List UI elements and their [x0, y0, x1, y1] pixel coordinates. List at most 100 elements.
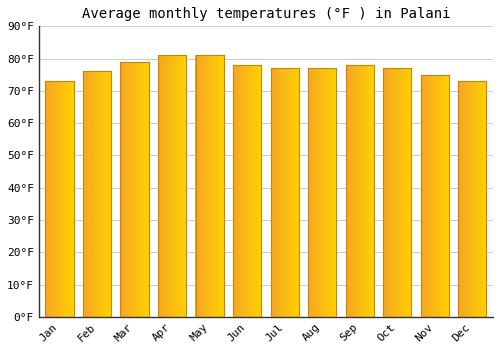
Bar [279, 68, 280, 317]
Bar [71, 81, 72, 317]
Bar [322, 68, 324, 317]
Bar [172, 55, 173, 317]
Bar [200, 55, 201, 317]
Bar [318, 68, 319, 317]
Bar [238, 65, 240, 317]
Bar [221, 55, 222, 317]
Bar [277, 68, 278, 317]
Bar [384, 68, 385, 317]
Bar [104, 71, 105, 317]
Bar [459, 81, 460, 317]
Bar [352, 65, 354, 317]
Bar [246, 65, 248, 317]
Bar [83, 71, 84, 317]
Bar [244, 65, 246, 317]
Bar [252, 65, 254, 317]
Bar [212, 55, 213, 317]
Bar [214, 55, 215, 317]
Bar [131, 62, 132, 317]
Bar [359, 65, 360, 317]
Bar [125, 62, 126, 317]
Bar [128, 62, 129, 317]
Bar [425, 75, 426, 317]
Bar [101, 71, 102, 317]
Bar [313, 68, 314, 317]
Bar [250, 65, 251, 317]
Bar [124, 62, 125, 317]
Bar [410, 68, 411, 317]
Bar [443, 75, 444, 317]
Bar [180, 55, 181, 317]
Bar [142, 62, 143, 317]
Bar [284, 68, 286, 317]
Bar [271, 68, 272, 317]
Bar [274, 68, 275, 317]
Bar [289, 68, 290, 317]
Bar [240, 65, 241, 317]
Bar [462, 81, 463, 317]
Bar [183, 55, 184, 317]
Bar [355, 65, 356, 317]
Bar [54, 81, 56, 317]
Bar [322, 68, 323, 317]
Bar [428, 75, 430, 317]
Bar [110, 71, 111, 317]
Bar [370, 65, 371, 317]
Bar [349, 65, 350, 317]
Bar [298, 68, 299, 317]
Bar [169, 55, 170, 317]
Bar [208, 55, 209, 317]
Bar [290, 68, 291, 317]
Bar [133, 62, 134, 317]
Bar [427, 75, 428, 317]
Bar [258, 65, 259, 317]
Bar [103, 71, 104, 317]
Bar [122, 62, 123, 317]
Bar [330, 68, 332, 317]
Bar [424, 75, 425, 317]
Bar [90, 71, 91, 317]
Bar [351, 65, 352, 317]
Bar [108, 71, 109, 317]
Bar [465, 81, 466, 317]
Bar [287, 68, 288, 317]
Bar [245, 65, 246, 317]
Bar [222, 55, 224, 317]
Bar [432, 75, 433, 317]
Bar [433, 75, 434, 317]
Bar [398, 68, 399, 317]
Bar [405, 68, 406, 317]
Bar [143, 62, 144, 317]
Bar [436, 75, 438, 317]
Bar [399, 68, 400, 317]
Bar [329, 68, 330, 317]
Bar [391, 68, 392, 317]
Bar [314, 68, 316, 317]
Bar [395, 68, 396, 317]
Bar [146, 62, 147, 317]
Bar [102, 71, 103, 317]
Bar [276, 68, 277, 317]
Bar [64, 81, 65, 317]
Bar [458, 81, 460, 317]
Bar [409, 68, 410, 317]
Title: Average monthly temperatures (°F ) in Palani: Average monthly temperatures (°F ) in Pa… [82, 7, 450, 21]
Bar [61, 81, 62, 317]
Bar [430, 75, 431, 317]
Bar [242, 65, 243, 317]
Bar [317, 68, 318, 317]
Bar [481, 81, 482, 317]
Bar [420, 75, 422, 317]
Bar [332, 68, 333, 317]
Bar [69, 81, 70, 317]
Bar [160, 55, 161, 317]
Bar [166, 55, 167, 317]
Bar [123, 62, 124, 317]
Bar [167, 55, 168, 317]
Bar [206, 55, 207, 317]
Bar [360, 65, 361, 317]
Bar [49, 81, 50, 317]
Bar [290, 68, 292, 317]
Bar [85, 71, 86, 317]
Bar [72, 81, 73, 317]
